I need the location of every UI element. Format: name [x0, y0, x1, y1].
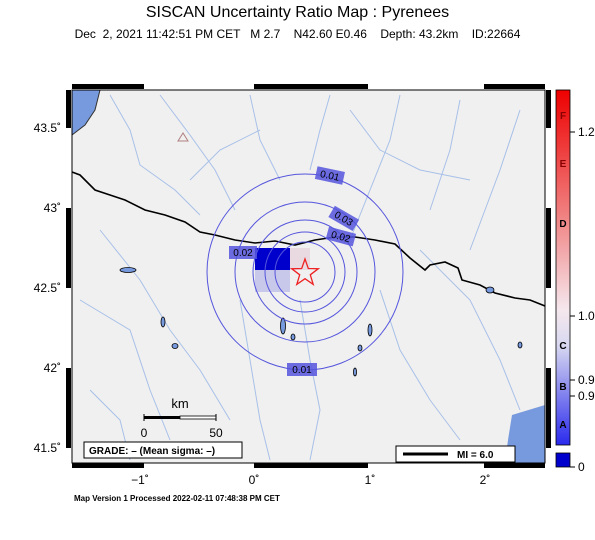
colorbar-value: 0	[578, 460, 585, 474]
map-title: SISCAN Uncertainty Ratio Map : Pyrenees	[145, 4, 450, 21]
contour-label: 0.01	[292, 365, 312, 376]
colorbar-letter: A	[559, 420, 566, 431]
sea-north	[72, 90, 100, 135]
contour-label: 0.02	[330, 230, 352, 246]
lat-tick-label: 42.5˚	[34, 281, 61, 295]
scale-bar-end: 50	[209, 426, 223, 440]
event-subtitle: Dec 2, 2021 11:42:51 PM CET M 2.7 N42.60…	[74, 27, 521, 41]
colorbar-letter: E	[560, 159, 567, 170]
scale-bar-title: km	[171, 396, 188, 411]
coastline-north	[71, 89, 101, 136]
rivers	[79, 94, 521, 461]
scale-bar: km 0 50	[141, 396, 223, 440]
colorbar-value: 1.0	[578, 309, 595, 323]
contour-label: 0.02	[233, 248, 253, 259]
colorbar-value: 0.9	[578, 389, 595, 403]
grade-box	[83, 441, 243, 459]
border-line	[71, 171, 546, 307]
lat-tick-label: 43.5˚	[34, 121, 61, 135]
lat-tick-label: 41.5˚	[34, 441, 61, 455]
contour-label: 0.01	[319, 169, 341, 184]
colorbar-value: 0.9	[578, 373, 595, 387]
lat-tick-label: 43˚	[44, 201, 61, 215]
footer-processed: Map Version 1 Processed 2022-02-11 07:48…	[74, 494, 280, 503]
uncertainty-cell	[255, 270, 290, 292]
star-icon	[289, 257, 321, 286]
scale-bar-start: 0	[141, 426, 148, 440]
colorbar-ticks	[570, 131, 575, 468]
triangle-icon	[177, 132, 189, 142]
colorbar-swatch	[555, 452, 571, 468]
colorbar-value: 1.2	[578, 125, 595, 139]
contour-labels: 0.01 0.02 0.03 0.02 0.01	[229, 166, 360, 376]
lon-tick-label: 0˚	[249, 473, 260, 487]
lon-tick-label: 1˚	[365, 473, 376, 487]
uncertainty-cell	[255, 248, 290, 270]
lon-tick-label: 2˚	[480, 473, 491, 487]
lon-tick-label: −1˚	[131, 473, 149, 487]
colorbar-letter: D	[559, 219, 566, 230]
colorbar-letter: F	[560, 111, 566, 122]
magnitude-legend-label: MI = 6.0	[457, 450, 494, 461]
grade-text: GRADE: – (Mean sigma: –)	[89, 446, 215, 457]
uncertainty-cell	[290, 248, 310, 270]
magnitude-legend	[395, 445, 516, 463]
colorbar	[555, 89, 571, 446]
map-land	[72, 90, 545, 463]
colorbar-letter: B	[559, 382, 566, 393]
lat-tick-label: 42˚	[44, 361, 61, 375]
colorbar-letter: C	[559, 341, 566, 352]
frame-ticks	[66, 84, 551, 468]
